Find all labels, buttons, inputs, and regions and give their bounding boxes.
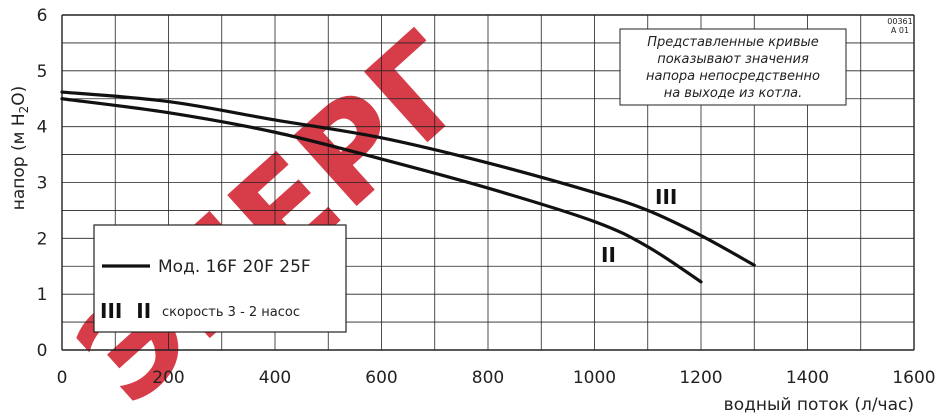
x-tick-label: 200 xyxy=(152,368,184,388)
y-tick-label: 1 xyxy=(37,285,48,305)
x-tick-label: 1200 xyxy=(679,368,722,388)
series xyxy=(60,90,756,284)
y-tick-label: 0 xyxy=(37,341,48,361)
x-axis-label: водный поток (л/час) xyxy=(724,395,914,415)
note-line-2: показывают значения xyxy=(657,52,809,67)
note-line-3: напора непосредственно xyxy=(646,69,820,84)
legend-roman-label: III II xyxy=(100,299,151,323)
y-tick-label: 4 xyxy=(37,118,48,138)
legend-speed-label: скорость 3 - 2 насос xyxy=(162,305,300,320)
code-box: 00361 A 01 xyxy=(868,17,913,42)
note-line-4: на выходе из котла. xyxy=(664,86,803,101)
y-tick-label: 2 xyxy=(37,229,48,249)
series-line-iii xyxy=(60,90,756,267)
x-tick-label: 1000 xyxy=(573,368,616,388)
x-tick-label: 0 xyxy=(57,368,68,388)
x-tick-label: 400 xyxy=(259,368,291,388)
x-tick-label: 1600 xyxy=(892,368,935,388)
tick-labels: 0 200 400 600 800 1000 1200 1400 1600 0 1 2 3 4 5 6 xyxy=(37,6,936,388)
legend-model-label: Мод. 16F 20F 25F xyxy=(158,257,311,277)
note-line-1: Представленные кривые xyxy=(647,35,819,50)
note-box: Представленные кривые показывают значени… xyxy=(619,28,847,106)
y-tick-label: 3 xyxy=(37,174,48,194)
curve-label-iii: III xyxy=(655,185,677,209)
y-axis-label-sub: 2 xyxy=(17,106,31,114)
code-line-2: A 01 xyxy=(891,26,909,35)
x-tick-label: 1400 xyxy=(786,368,829,388)
code-line-1: 00361 xyxy=(887,17,912,26)
y-axis-label-end: O) xyxy=(9,86,29,106)
x-tick-label: 800 xyxy=(472,368,504,388)
y-tick-label: 6 xyxy=(37,6,48,26)
y-axis-label-main: напор (м H xyxy=(9,113,29,210)
grid xyxy=(61,14,915,351)
y-axis-label: напор (м H2O) xyxy=(9,86,31,211)
x-tick-label: 600 xyxy=(365,368,397,388)
y-tick-label: 5 xyxy=(37,62,48,82)
curve-label-ii: II xyxy=(601,243,616,267)
legend-box: Мод. 16F 20F 25F III II скорость 3 - 2 н… xyxy=(93,224,347,333)
series-line-ii xyxy=(60,97,703,284)
